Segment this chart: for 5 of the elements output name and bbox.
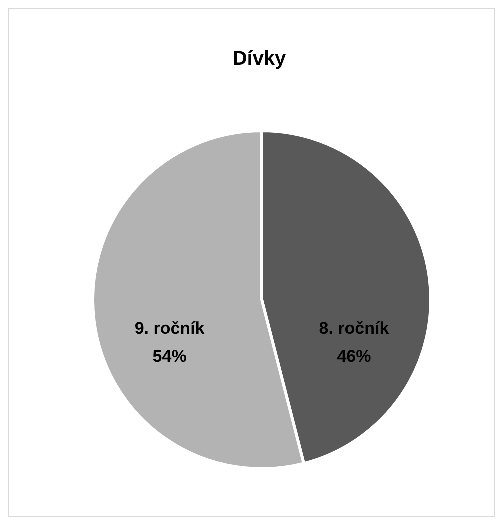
chart-title: Dívky [232, 48, 288, 70]
data-label: 46% [337, 347, 372, 366]
data-label: 54% [152, 347, 187, 366]
slice-label: 9. ročník [134, 319, 206, 338]
slice-label: 8. ročník [319, 319, 390, 338]
